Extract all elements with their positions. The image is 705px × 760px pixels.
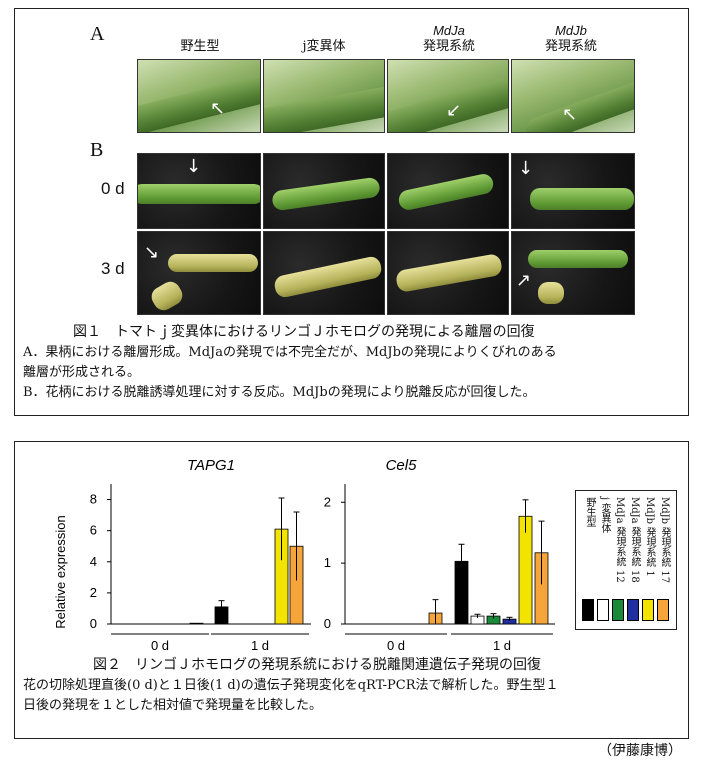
legend-swatch — [582, 599, 594, 621]
chart-title-cel5: Cel5 — [386, 457, 418, 474]
photo-a-mdjb: ↖ — [511, 59, 635, 133]
y-axis-label: Relative expression — [53, 515, 68, 628]
photo-b-3d-j-mutant — [263, 231, 385, 315]
y-tick-label: 2 — [90, 585, 97, 600]
arrow-icon: ↗ — [516, 270, 532, 291]
legend-swatch — [597, 599, 609, 621]
legend-swatch — [612, 599, 624, 621]
author-credit: （伊藤康博） — [598, 743, 682, 759]
legend-label: MdJb 発現系統 17 — [659, 497, 670, 584]
chart-title-tapg1: TAPG1 — [187, 457, 235, 474]
legend-label: j 変異体 — [599, 497, 610, 534]
caption-line: A．果柄における離層形成。MdJaの発現では不完全だが、MdJbの発現によりくび… — [23, 345, 557, 360]
column-header-mdja: MdJa 発現系統 — [388, 23, 510, 55]
caption-line: 花の切除処理直後(0 d)と１日後(1 d)の遺伝子発現変化をqRT-PCR法で… — [23, 678, 559, 693]
photo-b-3d-mdjb: ↗ — [511, 231, 635, 315]
photo-b-0d-mdjb: ↓ — [511, 153, 635, 229]
legend-label: MdJa 発現系統 12 — [614, 497, 625, 583]
arrow-icon: ↖ — [562, 104, 578, 125]
y-tick-label: 0 — [90, 616, 97, 631]
panel-a-letter: A — [90, 23, 105, 45]
column-header-line1: MdJb — [555, 23, 587, 38]
y-tick-label: 8 — [90, 492, 97, 507]
caption-line: 日後の発現を１とした相対値で発現量を比較した。 — [23, 698, 323, 713]
figure-2-caption: 花の切除処理直後(0 d)と１日後(1 d)の遺伝子発現変化をqRT-PCR法で… — [23, 676, 683, 716]
caption-line: 離層が形成される。 — [23, 365, 141, 380]
column-header-mdjb: MdJb 発現系統 — [510, 23, 632, 55]
legend-box: 野生型 j 変異体 MdJa 発現系統 12 MdJa 発現系統 18 MdJb 発現系… — [575, 490, 677, 630]
column-header-line2: 発現系統 — [422, 39, 475, 54]
column-header-line1: 野生型 — [180, 39, 220, 54]
arrow-icon: ↘ — [144, 242, 160, 263]
photo-b-0d-mdja — [387, 153, 509, 229]
y-tick-label: 0 — [324, 616, 331, 631]
legend-swatch — [657, 599, 669, 621]
y-tick-label: 1 — [324, 555, 331, 570]
photo-b-3d-mdja — [387, 231, 509, 315]
photo-a-wild-type: ↖ — [137, 59, 261, 133]
arrow-icon: ↓ — [518, 158, 534, 179]
arrow-icon: ↙ — [446, 100, 462, 121]
figure-2-box: TAPG1 Relative expression 0 2 4 6 8 0 d 1 d Ce… — [14, 441, 689, 739]
photo-a-mdja: ↙ — [387, 59, 509, 133]
arrow-icon: ↖ — [210, 98, 226, 119]
photo-a-j-mutant — [263, 59, 385, 133]
x-category-label: 0 d — [151, 638, 169, 652]
chart-cel5-plot: 0 1 2 0 d 1 d — [324, 484, 555, 652]
figure-1-caption-title: 図１ トマトｊ変異体におけるリンゴＪホモログの発現による離層の回復 — [73, 324, 535, 340]
legend-label: MdJb 発現系統 1 — [644, 497, 655, 577]
legend-label: MdJa 発現系統 18 — [629, 497, 640, 583]
column-header-line1: MdJa — [433, 23, 465, 38]
figure-1-box: A 野生型 j変異体 MdJa 発現系統 MdJb 発現系統 ↖ ↙ ↖ B 0… — [14, 8, 689, 416]
chart-tapg1-plot: 0 2 4 6 8 0 d 1 d — [90, 484, 311, 652]
x-category-label: 1 d — [251, 638, 269, 652]
panel-b-letter: B — [90, 139, 104, 161]
column-header-j-mutant: j変異体 — [263, 39, 385, 55]
column-header-line2: 発現系統 — [544, 39, 597, 54]
figure-2-caption-title: 図２ リンゴＪホモログの発現系統における脱離関連遺伝子発現の回復 — [93, 657, 541, 673]
column-header-wild-type: 野生型 — [139, 39, 261, 55]
photo-b-3d-wild-type: ↘ — [137, 231, 261, 315]
arrow-icon: ↓ — [186, 156, 202, 177]
y-tick-label: 6 — [90, 523, 97, 538]
bar — [189, 622, 204, 625]
legend-swatch — [627, 599, 639, 621]
figure-1-caption: A．果柄における離層形成。MdJaの発現では不完全だが、MdJbの発現によりくび… — [23, 343, 683, 403]
photo-b-0d-wild-type: ↓ — [137, 153, 261, 229]
y-tick-label: 2 — [324, 494, 331, 509]
x-category-label: 1 d — [493, 638, 511, 652]
column-header-line1: j変異体 — [302, 39, 346, 54]
legend-label: 野生型 — [584, 497, 595, 527]
caption-line: B．花柄における脱離誘導処理に対する反応。MdJbの発現により脱離反応が回復した… — [23, 385, 536, 400]
row-label-3d: 3 d — [101, 259, 125, 278]
legend-swatch — [642, 599, 654, 621]
gene-expression-charts: TAPG1 Relative expression 0 2 4 6 8 0 d 1 d Ce… — [53, 457, 555, 652]
y-tick-label: 4 — [90, 554, 97, 569]
row-label-0d: 0 d — [101, 179, 125, 198]
x-category-label: 0 d — [387, 638, 405, 652]
photo-b-0d-j-mutant — [263, 153, 385, 229]
